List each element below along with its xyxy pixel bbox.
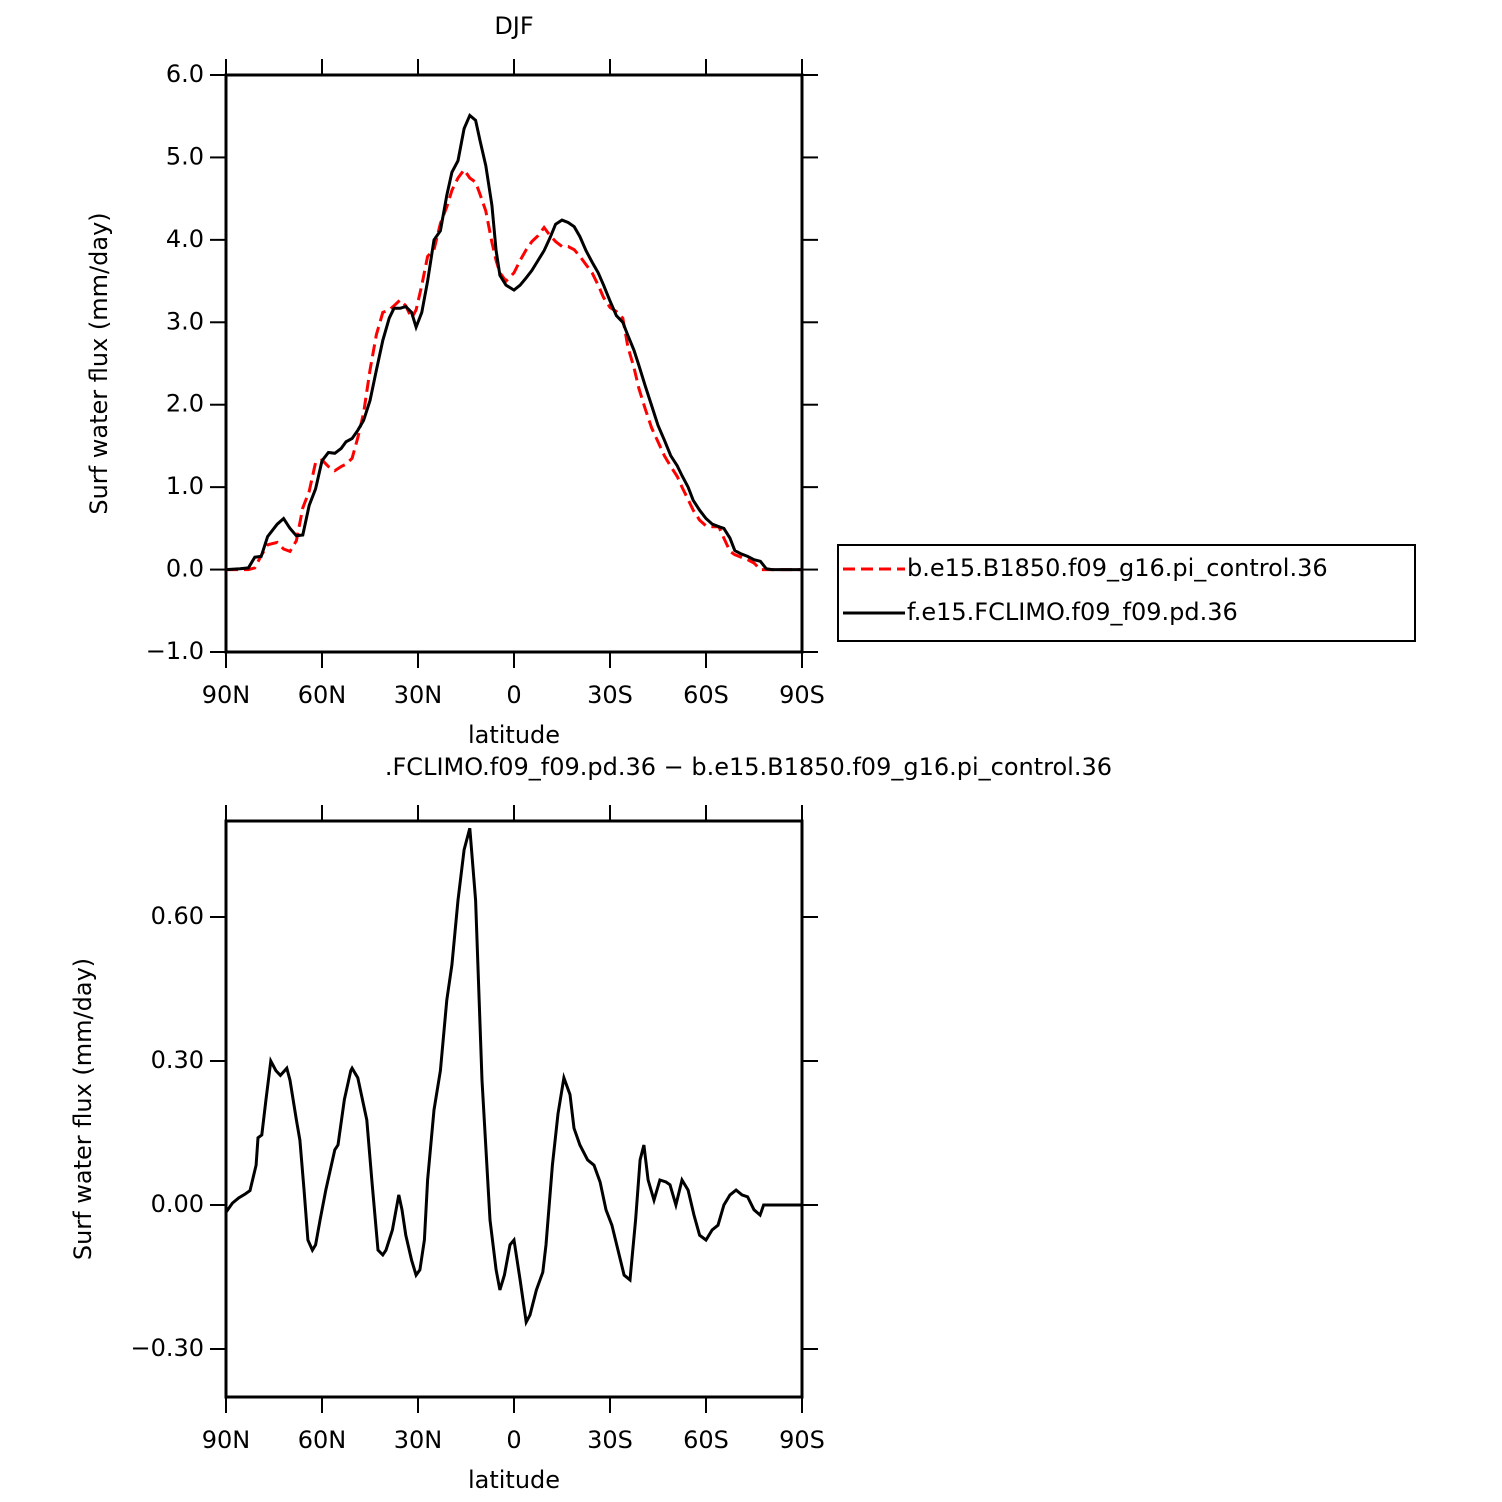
- x-tick-label: 60S: [683, 1426, 729, 1454]
- x-tick-label: 0: [506, 1426, 521, 1454]
- data-line: [226, 167, 802, 572]
- y-tick-label: −1.0: [146, 637, 204, 665]
- legend-box: [837, 544, 1416, 642]
- x-tick-label: 0: [506, 681, 521, 709]
- y-tick-label: −0.30: [130, 1334, 204, 1362]
- y-tick-label: 3.0: [166, 307, 204, 335]
- y-tick-label: 1.0: [166, 472, 204, 500]
- y-axis-label: Surf water flux (mm/day): [85, 212, 113, 514]
- x-tick-label: 30N: [394, 1426, 443, 1454]
- y-tick-label: 4.0: [166, 225, 204, 253]
- x-axis-label: latitude: [468, 721, 560, 749]
- y-tick-label: 6.0: [166, 60, 204, 88]
- y-axis-label: Surf water flux (mm/day): [69, 958, 97, 1260]
- y-tick-label: 0.00: [151, 1190, 204, 1218]
- y-tick-label: 5.0: [166, 142, 204, 170]
- y-tick-label: 0.0: [166, 555, 204, 583]
- x-tick-label: 90N: [202, 681, 251, 709]
- y-tick-label: 2.0: [166, 390, 204, 418]
- data-line: [224, 827, 802, 1327]
- data-line: [225, 112, 802, 572]
- plot-frame: [224, 73, 804, 654]
- x-tick-label: 90S: [779, 681, 825, 709]
- x-axis-label: latitude: [468, 1466, 560, 1494]
- legend-label: b.e15.B1850.f09_g16.pi_control.36: [907, 554, 1328, 582]
- plot-frame: [224, 819, 804, 1399]
- chart-title: DJF: [494, 12, 533, 40]
- chart-title: .FCLIMO.f09_f09.pd.36 − b.e15.B1850.f09_…: [385, 753, 1112, 781]
- x-tick-label: 30S: [587, 681, 633, 709]
- x-tick-label: 30N: [394, 681, 443, 709]
- x-tick-label: 60N: [298, 681, 347, 709]
- x-tick-label: 30S: [587, 1426, 633, 1454]
- x-tick-label: 60S: [683, 681, 729, 709]
- y-tick-label: 0.30: [151, 1046, 204, 1074]
- x-tick-label: 90S: [779, 1426, 825, 1454]
- x-tick-label: 90N: [202, 1426, 251, 1454]
- legend-label: f.e15.FCLIMO.f09_f09.pd.36: [907, 598, 1238, 626]
- x-tick-label: 60N: [298, 1426, 347, 1454]
- y-tick-label: 0.60: [151, 902, 204, 930]
